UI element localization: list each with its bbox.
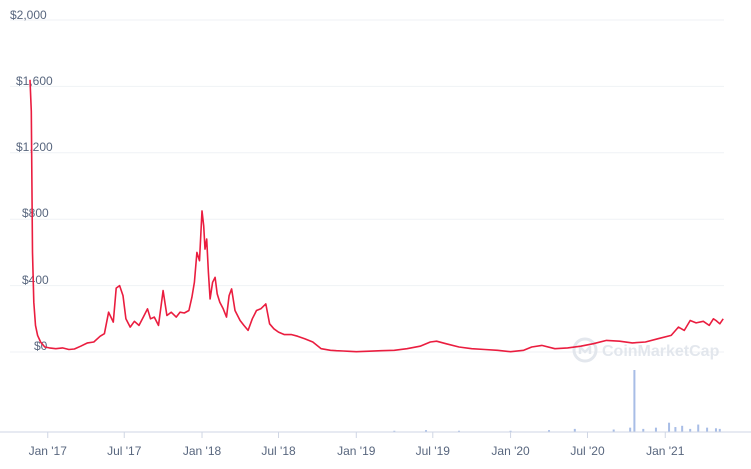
y-tick-label: $1,600 bbox=[16, 74, 53, 88]
volume-bar bbox=[548, 430, 551, 432]
x-tick-label: Jan '20 bbox=[491, 444, 530, 458]
volume-bar bbox=[718, 428, 721, 432]
volume-bar bbox=[674, 427, 677, 432]
volume-bar bbox=[706, 427, 709, 432]
price-line bbox=[29, 79, 724, 353]
volume-bar bbox=[393, 430, 396, 432]
volume-bar bbox=[633, 370, 636, 432]
y-tick-label: $400 bbox=[22, 273, 49, 287]
coinmarketcap-watermark: CoinMarketCap bbox=[572, 337, 720, 363]
volume-bar bbox=[714, 428, 717, 432]
volume-bar bbox=[629, 427, 632, 432]
y-tick-label: $1,200 bbox=[16, 140, 53, 154]
volume-bar bbox=[612, 429, 615, 432]
volume-bar bbox=[697, 424, 700, 432]
volume-bar bbox=[681, 425, 684, 432]
x-axis: Jan '17 Jul '17 Jan '18 Jul '18 Jan '19 Jul '… bbox=[29, 432, 685, 458]
x-tick-label: Jan '17 bbox=[29, 444, 68, 458]
y-tick-label: $0 bbox=[34, 339, 48, 353]
x-tick-label: Jul '18 bbox=[261, 444, 296, 458]
volume-bar bbox=[654, 427, 657, 432]
watermark-text: CoinMarketCap bbox=[602, 343, 720, 360]
volume-bars bbox=[393, 370, 721, 432]
x-tick-label: Jan '21 bbox=[646, 444, 685, 458]
y-axis: $2,000 $1,600 $1,200 $800 $400 $0 bbox=[10, 8, 53, 353]
volume-bar bbox=[642, 428, 645, 432]
volume-bar bbox=[689, 428, 692, 432]
x-tick-label: Jan '18 bbox=[183, 444, 222, 458]
coinmarketcap-logo-icon bbox=[572, 337, 598, 363]
x-tick-label: Jul '19 bbox=[416, 444, 451, 458]
y-tick-label: $2,000 bbox=[10, 8, 47, 22]
y-tick-label: $800 bbox=[22, 206, 49, 220]
price-series-line bbox=[29, 79, 724, 353]
volume-bar bbox=[573, 428, 576, 432]
x-tick-label: Jul '17 bbox=[107, 444, 142, 458]
gridlines bbox=[10, 19, 724, 353]
volume-bar bbox=[509, 430, 512, 432]
x-tick-label: Jan '19 bbox=[337, 444, 376, 458]
x-tick-label: Jul '20 bbox=[570, 444, 605, 458]
volume-bar bbox=[425, 430, 428, 432]
volume-bar bbox=[457, 430, 460, 432]
volume-bar bbox=[668, 422, 671, 432]
